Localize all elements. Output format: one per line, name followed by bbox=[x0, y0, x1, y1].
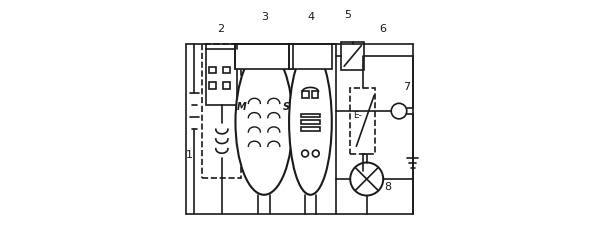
Bar bbox=[341, 42, 364, 70]
Bar bbox=[223, 67, 230, 73]
Circle shape bbox=[350, 163, 383, 195]
Text: S: S bbox=[283, 102, 290, 112]
Text: 6: 6 bbox=[379, 24, 386, 34]
Bar bbox=[202, 44, 241, 178]
Bar bbox=[206, 49, 238, 105]
Text: 8: 8 bbox=[384, 182, 391, 192]
Text: 5: 5 bbox=[344, 10, 351, 20]
Bar bbox=[209, 67, 215, 73]
Text: 1: 1 bbox=[186, 150, 193, 160]
Bar bbox=[223, 82, 230, 89]
Bar bbox=[235, 44, 293, 69]
Bar bbox=[302, 92, 309, 98]
Ellipse shape bbox=[235, 49, 293, 195]
Bar bbox=[301, 127, 320, 131]
Bar bbox=[209, 82, 215, 89]
Text: 7: 7 bbox=[403, 82, 410, 92]
Text: M: M bbox=[236, 102, 247, 112]
Text: E-: E- bbox=[353, 111, 362, 120]
Bar bbox=[301, 120, 320, 124]
Text: 2: 2 bbox=[218, 24, 225, 34]
Bar bbox=[312, 92, 319, 98]
Ellipse shape bbox=[289, 49, 332, 195]
Bar bbox=[301, 113, 320, 117]
Circle shape bbox=[391, 103, 407, 119]
Text: 4: 4 bbox=[307, 12, 314, 22]
Bar bbox=[289, 44, 332, 69]
Text: 3: 3 bbox=[262, 12, 268, 22]
Bar bbox=[350, 88, 376, 153]
